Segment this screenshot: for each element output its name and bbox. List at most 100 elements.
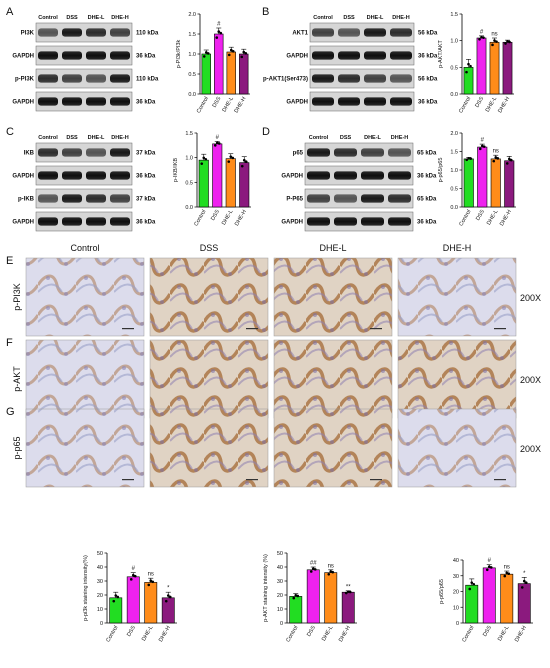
y-tick-label: 40 [97,565,103,571]
data-point [503,574,507,578]
data-point [467,62,470,66]
blot-band [338,97,360,106]
blot-band [38,217,58,226]
blot-row-label: p-IKB [18,197,35,203]
data-point [151,580,155,584]
bar [324,572,338,624]
y-tick-label: 0.5 [185,180,193,186]
data-point [489,566,493,569]
blot-band [388,217,411,226]
lane-header: DHE-L [367,15,384,21]
y-tick-label: 0.0 [450,92,458,98]
lane-header: DSS [340,135,352,141]
blot-band [38,97,58,106]
bar [239,53,249,95]
bar [109,597,123,624]
kda-label: 36 kDa [417,174,437,180]
x-tick-label: DSS [475,209,486,222]
x-tick-label: DSS [482,625,493,638]
blot-row-label: p-AKT1(Ser473) [263,77,308,83]
data-point [491,43,494,47]
significance-label: ** [346,584,351,590]
significance-label: # [480,29,484,35]
blot-band [364,28,386,37]
bar [161,597,175,624]
y-tick-label: 2.0 [188,12,196,18]
blot-band [361,171,384,180]
lane-header: DHE-H [111,15,128,21]
x-tick-label: DSS [212,96,223,109]
y-tick-label: 0.5 [188,72,196,78]
blot-strip [35,91,133,112]
y-axis-label: p-p65/p65 [438,158,444,183]
y-tick-label: 1.0 [450,39,458,45]
data-point [168,595,172,599]
blot-band [86,74,106,83]
y-tick-label: 0 [280,621,283,627]
blot-band [338,74,360,83]
blot-strip [309,91,415,112]
kda-label: 65 kDa [417,151,437,157]
x-tick-label: DHE-L [221,209,234,226]
y-axis-label: p-p65/p65 [439,579,445,604]
data-point [217,142,221,145]
y-tick-label: 10 [277,607,283,613]
x-tick-label: DHE-L [141,625,154,642]
scale-bar [122,328,134,330]
blot-band [334,194,357,203]
blot-row-label: GAPDH [281,174,303,180]
lane-header: DSS [66,135,78,141]
blot-band [86,171,106,180]
y-tick-label: 1.5 [188,32,196,38]
blot-band [86,217,106,226]
kda-label: 110 kDa [136,77,159,83]
blot-band [312,74,334,83]
ihc-column-header: DSS [200,243,219,253]
significance-label: ns [328,563,334,569]
blot-band [38,51,58,60]
blot-strip [35,188,133,209]
lane-header: DHE-L [88,135,105,141]
kda-label: 56 kDa [418,31,438,37]
y-tick-label: 30 [97,579,103,585]
panel-letter: G [6,406,15,418]
blot-band [86,51,106,60]
panel-letter: E [6,255,13,267]
blot-row-label: IKB [24,151,35,157]
significance-label: # [488,558,492,564]
scale-bar [122,479,134,481]
blot-band [110,217,130,226]
blot-band [364,74,386,83]
bar [517,583,531,624]
blot-band [110,74,130,83]
x-tick-label: DHE-H [499,209,513,227]
lane-header: DSS [343,15,355,21]
blot-band [364,97,386,106]
data-point [149,579,153,583]
bar-chart-1: 0.0 0.5 1.0 1.5 2.0 p-PI3k/PI3k Control # DSS DHE… [176,12,250,114]
data-point [507,572,511,576]
data-point [520,586,524,589]
magnification-label: 200X [520,293,541,303]
data-point [331,570,335,574]
data-point [242,50,246,54]
significance-label: # [216,135,220,141]
ihc-image [397,257,517,337]
y-tick-label: 10 [97,607,103,613]
bar [214,33,224,95]
blot-band [390,51,412,60]
blot-band [307,148,330,157]
y-tick-label: 1.0 [188,52,196,58]
x-tick-label: DHE-L [497,625,510,642]
data-point [114,594,118,597]
data-point [229,48,233,52]
data-point [522,579,526,583]
blot-band [38,194,58,203]
blot-band [361,194,384,203]
western-blot-a: A Control DSS DHE-L DHE-H PI3K 110 kDa GAPDH 36 … [6,6,159,112]
significance-label: * [523,571,526,577]
x-tick-label: DHE-L [321,625,334,642]
significance-label: * [167,586,170,592]
ihc-image [397,408,517,488]
